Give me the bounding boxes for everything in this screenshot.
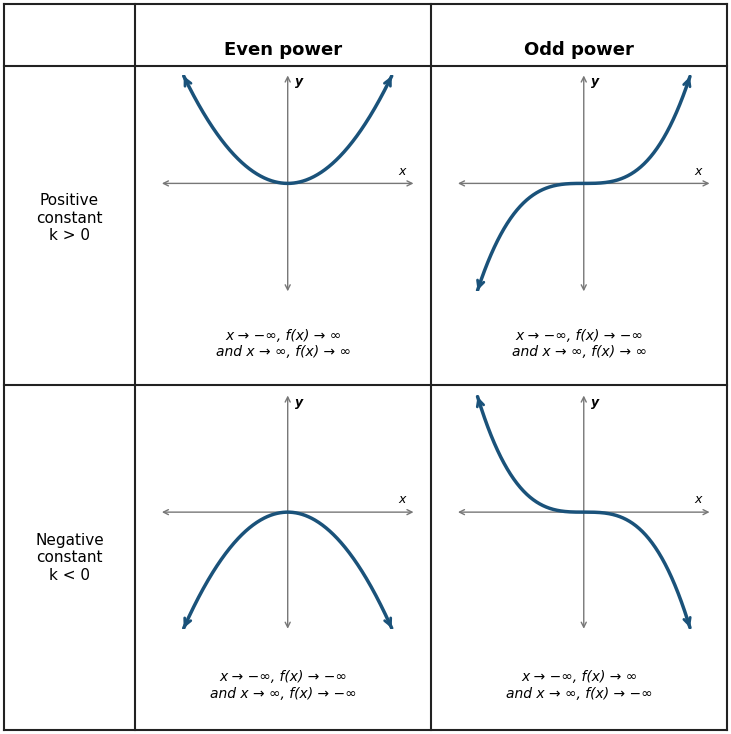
Text: y: y (591, 396, 599, 410)
Text: Negative
constant
k < 0: Negative constant k < 0 (35, 533, 104, 583)
Text: y: y (591, 76, 599, 88)
Text: y: y (295, 76, 303, 88)
Text: x → −∞, f(x) → ∞
and x → ∞, f(x) → ∞: x → −∞, f(x) → ∞ and x → ∞, f(x) → ∞ (216, 329, 351, 359)
Text: x → −∞, f(x) → −∞
and x → ∞, f(x) → ∞: x → −∞, f(x) → −∞ and x → ∞, f(x) → ∞ (512, 329, 647, 359)
Text: x: x (694, 165, 702, 178)
Text: Odd power: Odd power (524, 40, 635, 59)
Text: x: x (398, 493, 406, 506)
Text: Positive
constant
k > 0: Positive constant k > 0 (37, 194, 102, 243)
Text: y: y (295, 396, 303, 410)
Text: x: x (694, 493, 702, 506)
Text: x → −∞, f(x) → −∞
and x → ∞, f(x) → −∞: x → −∞, f(x) → −∞ and x → ∞, f(x) → −∞ (210, 670, 357, 700)
Text: Even power: Even power (224, 40, 342, 59)
Text: x: x (398, 165, 406, 178)
Text: x → −∞, f(x) → ∞
and x → ∞, f(x) → −∞: x → −∞, f(x) → ∞ and x → ∞, f(x) → −∞ (506, 670, 653, 700)
